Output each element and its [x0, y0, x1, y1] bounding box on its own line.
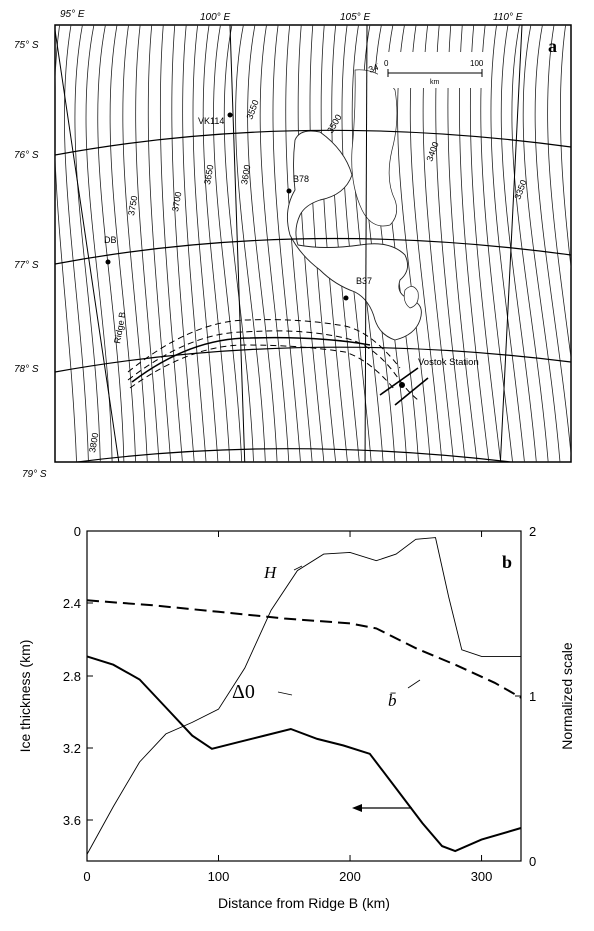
station-label: VK114: [198, 116, 224, 126]
label-leader: [277, 691, 293, 696]
y-left-tick-label: 3.6: [63, 813, 81, 828]
plateau-patch: [403, 286, 419, 309]
scale-bar-box: [378, 52, 490, 88]
x-tick-label: 0: [83, 869, 90, 884]
label-leader: [293, 565, 303, 571]
scale-bar-unit: km: [430, 79, 440, 86]
contour-label: 3600: [239, 164, 252, 185]
lat-label: 79° S: [22, 469, 47, 480]
panel-label-b: b: [502, 552, 512, 572]
vostok-track: [379, 367, 429, 406]
y-right-tick-label: 2: [529, 524, 536, 539]
lat-label: 78° S: [14, 364, 39, 375]
series-line-thin: [86, 537, 521, 855]
series-label-bbar: b̄: [388, 691, 397, 710]
contour-label: 3700: [170, 191, 183, 212]
scale-bar: [387, 69, 483, 77]
parallel-line: [72, 448, 516, 462]
y-left-tick-label: 3.2: [63, 741, 81, 756]
plot-frame: [86, 530, 522, 862]
x-axis-label: Distance from Ridge B (km): [218, 895, 390, 911]
contour-label: 3750: [126, 195, 139, 216]
parallel-line: [55, 129, 571, 156]
map-frame: [54, 24, 572, 463]
ridge-track: [131, 336, 371, 383]
meridian-line: [364, 25, 368, 462]
y-right-tick-label: 0: [529, 854, 536, 869]
lon-label: 95° E: [60, 9, 85, 20]
lon-label: 105° E: [340, 12, 370, 23]
flowline: [127, 319, 401, 373]
station-label: Vostok Station: [418, 357, 479, 368]
station-label: B37: [356, 276, 372, 286]
meridian-line: [55, 29, 120, 462]
station-label: B78: [293, 174, 309, 184]
lon-label: 100° E: [200, 12, 230, 23]
station-marker: [286, 188, 292, 194]
parallel-line: [55, 237, 571, 265]
x-tick-label: 200: [339, 869, 361, 884]
series-label-H: H: [263, 563, 278, 582]
x-tick-label: 100: [208, 869, 230, 884]
lat-label: 75° S: [14, 40, 39, 51]
plateau-patch: [286, 130, 422, 341]
station-marker: [105, 259, 111, 265]
scale-bar-start: 0: [384, 59, 389, 68]
series-line-thick: [86, 655, 522, 853]
parallel-line: [55, 346, 571, 373]
contour-label: 3650: [202, 164, 215, 185]
arrow-head-left-icon: [352, 804, 362, 812]
scale-bar-end: 100: [470, 59, 484, 68]
station-marker: [227, 112, 233, 118]
map-panel: VK114 B78 DB B37 Ridge B Vostok Station …: [14, 9, 572, 480]
meridian-line: [229, 25, 246, 462]
lon-label: 110° E: [493, 12, 523, 23]
y-left-tick-label: 2.8: [63, 669, 81, 684]
contour-map: VK114 B78 DB B37 Ridge B Vostok Station …: [14, 9, 572, 480]
y-right-tick-label: 1: [529, 689, 536, 704]
station-marker: [399, 382, 405, 388]
flowline: [129, 344, 396, 391]
lat-label: 77° S: [14, 260, 39, 271]
series-label-delta0: Δ0: [232, 681, 255, 703]
profile-chart: 0 100 200 300 0 1 2 0 2.4 2.8 3.2 3.6 Distance from…: [17, 524, 575, 911]
y-axis-label-right: Normalized scale: [559, 642, 575, 750]
x-tick-label: 300: [471, 869, 493, 884]
y-axis-label-left: Ice thickness (km): [17, 640, 33, 753]
station-label: DB: [104, 235, 117, 245]
series-line-dashed: [86, 599, 522, 699]
station-marker: [343, 295, 349, 301]
y-left-tick-label: 0: [74, 524, 81, 539]
contour-label: 3800: [87, 432, 100, 453]
y-left-tick-label: 2.4: [63, 596, 81, 611]
profile-chart-panel: 0 100 200 300 0 1 2 0 2.4 2.8 3.2 3.6 Distance from…: [0, 490, 594, 926]
lat-label: 76° S: [14, 150, 39, 161]
plateau-patch: [351, 69, 398, 227]
label-leader: [407, 679, 421, 689]
panel-label-a: a: [548, 36, 557, 56]
